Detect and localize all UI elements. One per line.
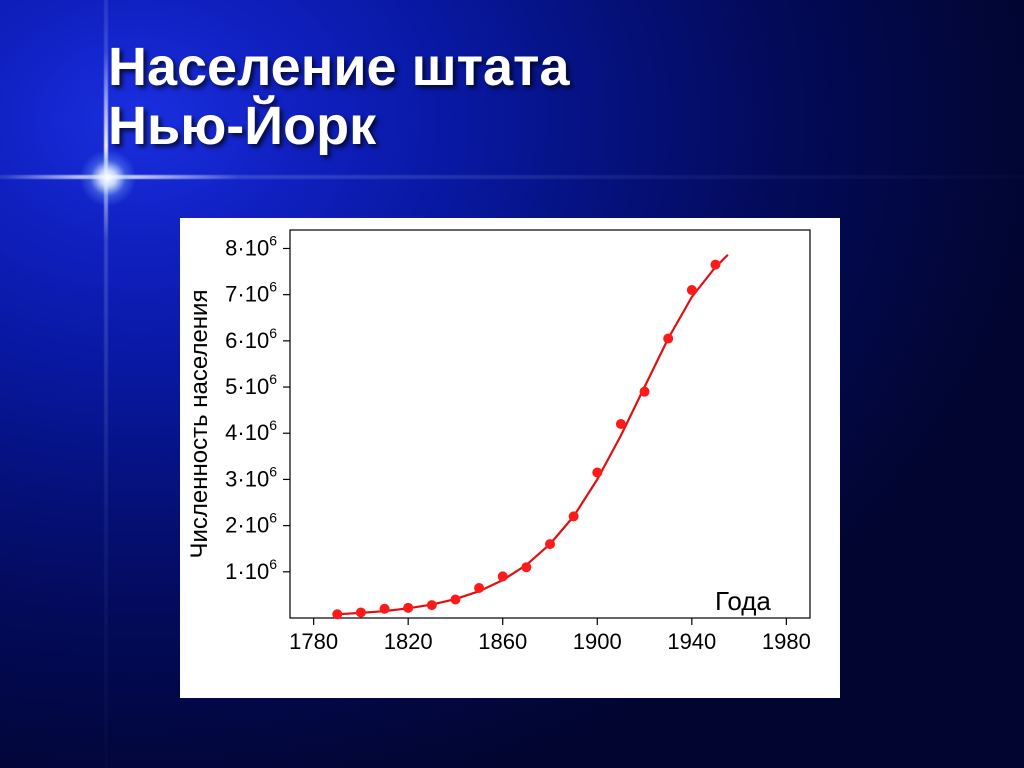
svg-text:1980: 1980 <box>762 629 811 654</box>
svg-text:1820: 1820 <box>384 629 433 654</box>
chart-container: 1780182018601900194019801·1062·1063·1064… <box>180 218 840 698</box>
slide-background: Население штата Нью-Йорк 1780 1820 1860 190… <box>0 0 1024 768</box>
svg-text:1900: 1900 <box>573 629 622 654</box>
population-chart: 1780182018601900194019801·1062·1063·1064… <box>180 218 840 698</box>
svg-text:1780: 1780 <box>289 629 338 654</box>
lens-flare-core <box>80 150 136 206</box>
lens-flare-horizontal <box>0 175 1024 179</box>
x-axis-label: Года <box>715 586 771 617</box>
y-axis-label: Численность населения <box>186 284 214 564</box>
svg-text:1940: 1940 <box>667 629 716 654</box>
svg-text:1860: 1860 <box>478 629 527 654</box>
slide-title: Население штата Нью-Йорк <box>108 38 964 157</box>
